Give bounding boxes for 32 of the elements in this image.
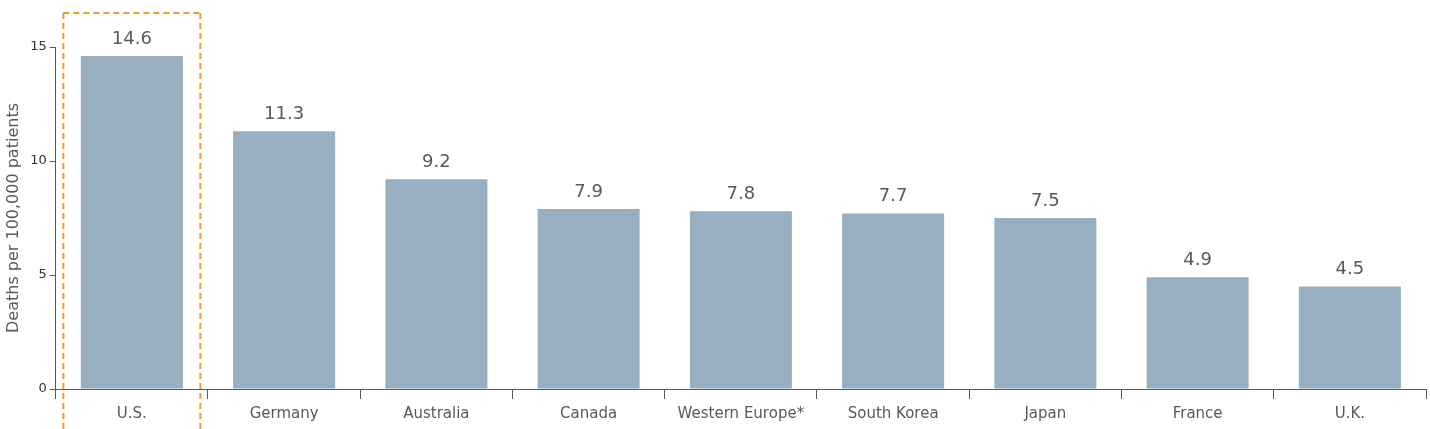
y-tick-label: 0: [38, 380, 47, 396]
x-tick-label: Japan: [1023, 403, 1067, 422]
data-label: 4.5: [1335, 257, 1365, 279]
bar: [842, 213, 945, 389]
data-label: 7.7: [878, 184, 908, 206]
x-tick-label: U.S.: [116, 403, 147, 422]
x-tick-label: France: [1172, 403, 1223, 422]
bar: [385, 179, 488, 389]
y-tick-label: 10: [30, 152, 47, 168]
x-tick-label: Germany: [249, 403, 319, 422]
data-label: 14.6: [111, 26, 152, 48]
bar: [537, 208, 640, 389]
x-tick-label: U.K.: [1334, 403, 1366, 422]
x-tick-label: Western Europe*: [677, 403, 805, 422]
x-tick-label: Australia: [403, 403, 470, 422]
y-tick-label: 5: [38, 266, 47, 282]
x-tick-label: Canada: [560, 403, 618, 422]
bar: [1298, 286, 1401, 389]
x-tick-label: South Korea: [847, 403, 939, 422]
data-label: 11.3: [264, 102, 305, 124]
y-axis-title: Deaths per 100,000 patients: [2, 103, 22, 333]
data-label: 9.2: [422, 149, 451, 171]
bar: [1146, 277, 1249, 389]
bar: [994, 218, 1097, 389]
bar: [233, 131, 336, 389]
y-tick-label: 15: [30, 38, 47, 54]
data-label: 7.9: [574, 179, 603, 201]
bar: [689, 211, 792, 389]
data-label: 4.9: [1183, 247, 1212, 269]
bar: [80, 56, 183, 389]
data-label: 7.5: [1031, 188, 1060, 210]
data-label: 7.8: [726, 181, 756, 203]
